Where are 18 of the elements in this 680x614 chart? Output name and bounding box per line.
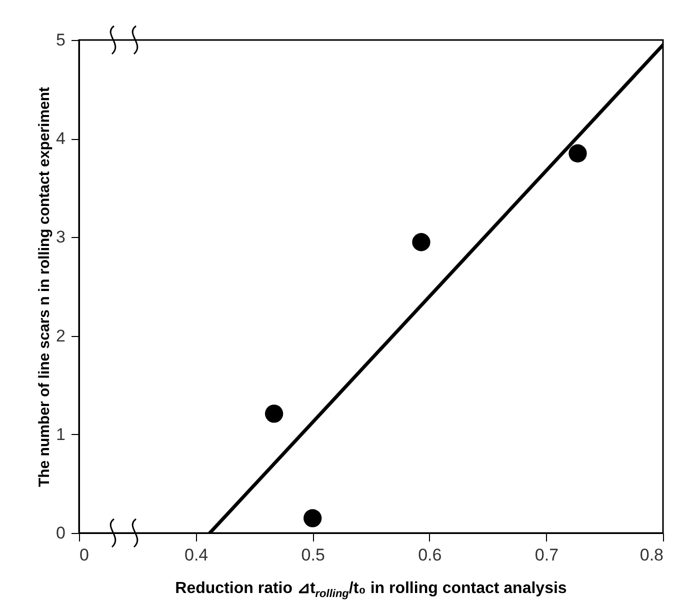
- x-tick-label: 0.5: [301, 546, 325, 564]
- point: [412, 233, 430, 252]
- point: [264, 404, 284, 423]
- x-tick-label: 0.4: [184, 546, 208, 564]
- y-tick-label: 3: [56, 228, 66, 247]
- y-tick-label: 1: [56, 424, 66, 444]
- y-tick-label: 4: [56, 129, 66, 148]
- point: [304, 509, 322, 528]
- x-tick-label: 0.8: [640, 546, 664, 564]
- y-tick-label: 5: [56, 30, 66, 50]
- point: [568, 144, 587, 162]
- x-tick-label: 0: [80, 546, 89, 564]
- y-tick-label: 0: [56, 524, 66, 542]
- x-axis-title: Reduction ratio ⊿t$_{rolling}$/t₀ in rolling contact analysis: [174, 579, 568, 600]
- y-tick-label: 2: [56, 326, 66, 346]
- y-axis-title: The number of line scars n in rolling contact experiment: [36, 86, 54, 488]
- x-tick-label: 0.6: [418, 546, 442, 564]
- x-tick-label: 0.7: [534, 546, 559, 564]
